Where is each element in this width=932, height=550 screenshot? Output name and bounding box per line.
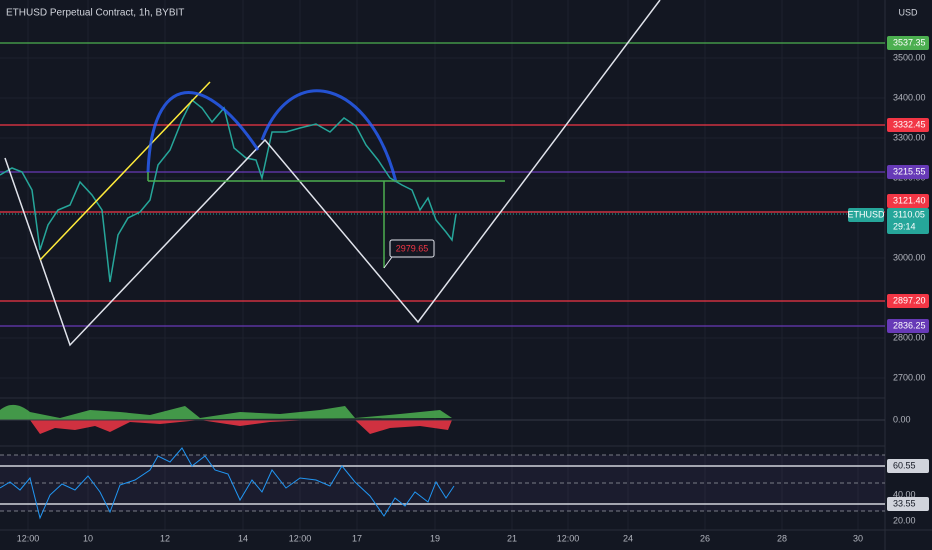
time-label: 19 <box>430 533 440 543</box>
symbol: ETHUSD <box>847 209 885 219</box>
arc <box>260 89 398 183</box>
time-label: 12:00 <box>17 533 40 543</box>
time-label: 14 <box>238 533 248 543</box>
rsi-tag <box>887 459 929 473</box>
annotation: 2979.65 <box>396 243 429 253</box>
rsi-label: 40.00 <box>893 489 916 499</box>
time-label: 28 <box>777 533 787 543</box>
rsi-label: 20.00 <box>893 515 916 525</box>
time-label: 12:00 <box>557 533 580 543</box>
level-label: 2897.20 <box>893 295 926 305</box>
level-label: 3537.35 <box>893 37 926 47</box>
last-price-tag <box>887 208 929 234</box>
time-label: 26 <box>700 533 710 543</box>
rsi-line <box>0 447 455 520</box>
rsi-label: 60.55 <box>893 460 916 470</box>
oscillator-zero: 0.00 <box>893 414 911 424</box>
time-label: 17 <box>352 533 362 543</box>
trend-line <box>39 81 211 261</box>
level-label: 3215.55 <box>893 166 926 176</box>
oscillator-positive <box>0 404 452 420</box>
countdown: 29:14 <box>893 221 916 231</box>
time-label: 30 <box>853 533 863 543</box>
oscillator-negative <box>30 420 452 434</box>
zigzag <box>4 0 661 347</box>
level-tag <box>887 165 929 179</box>
rsi-guides <box>0 454 885 512</box>
time-label: 10 <box>83 533 93 543</box>
level-label: 2836.25 <box>893 320 926 330</box>
symbol-tag <box>848 208 884 222</box>
price-label: 3500.00 <box>893 52 926 62</box>
level-label: 3121.40 <box>893 195 926 205</box>
time-label: 21 <box>507 533 517 543</box>
rsi-tag <box>887 497 929 511</box>
price-label: 3300.00 <box>893 132 926 142</box>
rsi-label: 33.55 <box>893 498 916 508</box>
annotation-box <box>389 239 435 258</box>
level-tag <box>887 319 929 333</box>
time-label: 24 <box>623 533 633 543</box>
level-label: 3332.45 <box>893 119 926 129</box>
last-price: 3110.05 <box>893 209 925 219</box>
price-label: 3000.00 <box>893 252 926 262</box>
grid <box>0 0 885 530</box>
level-tag <box>887 194 929 208</box>
price-label: 3400.00 <box>893 92 926 102</box>
level-tag <box>887 118 929 132</box>
arc <box>146 91 260 173</box>
time-label: 12:00 <box>289 533 312 543</box>
chart-title: ETHUSD Perpetual Contract, 1h, BYBIT <box>6 8 184 19</box>
price-label: 2800.00 <box>893 332 926 342</box>
level-tag <box>887 294 929 308</box>
price-label: 2700.00 <box>893 372 926 382</box>
time-label: 12 <box>160 533 170 543</box>
annotation-pointer <box>383 256 393 269</box>
currency: USD <box>898 7 918 17</box>
level-tag <box>887 36 929 50</box>
